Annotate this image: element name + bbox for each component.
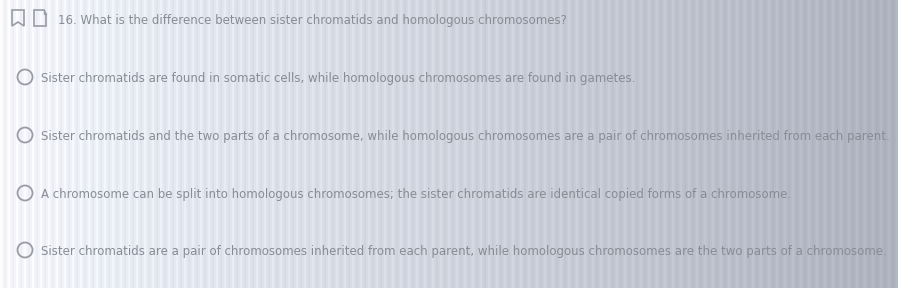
Text: Sister chromatids are a pair of chromosomes inherited from each parent, while ho: Sister chromatids are a pair of chromoso…: [41, 245, 886, 258]
Text: Sister chromatids are found in somatic cells, while homologous chromosomes are f: Sister chromatids are found in somatic c…: [41, 72, 636, 85]
Text: A chromosome can be split into homologous chromosomes; the sister chromatids are: A chromosome can be split into homologou…: [41, 188, 791, 201]
Text: 16. What is the difference between sister chromatids and homologous chromosomes?: 16. What is the difference between siste…: [58, 14, 567, 27]
Text: Sister chromatids and the two parts of a chromosome, while homologous chromosome: Sister chromatids and the two parts of a…: [41, 130, 890, 143]
